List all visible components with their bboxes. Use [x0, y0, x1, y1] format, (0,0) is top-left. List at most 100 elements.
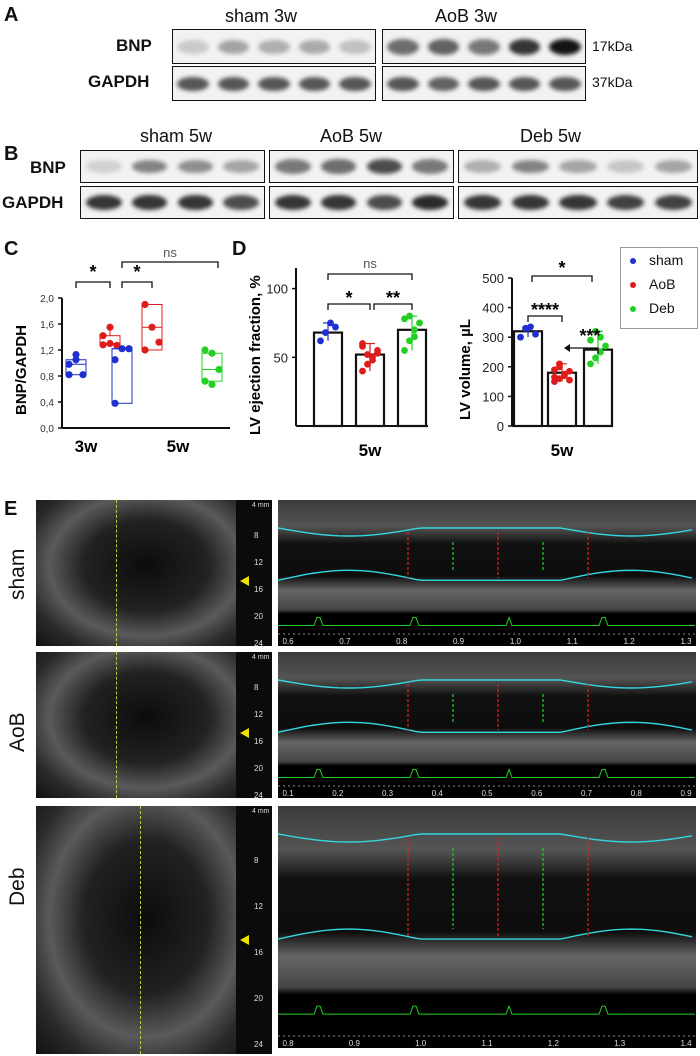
echo-focus-marker-icon [240, 727, 249, 738]
chart-d1: LV ejection fraction, % 50 100 5w * ** ns [247, 256, 428, 460]
blot-band [177, 195, 214, 210]
chart-d1-xlabel: 5w [359, 441, 382, 460]
chart-d2-sig-bracket-4star [527, 315, 563, 322]
chart-d1-point [411, 333, 418, 341]
chart-c-sig-3w: * [89, 262, 96, 282]
chart-d2-point [592, 354, 599, 362]
mmode-lvid-lower-trace [278, 721, 693, 733]
time-axis-tick-label: 0.7 [339, 637, 351, 646]
chart-d2-point [587, 336, 594, 344]
chart-c-point [215, 365, 223, 374]
echo-depth-scale-aob: 4 mm 8 12 16 20 24 [236, 652, 272, 801]
echo-depth-tick-label: 8 [254, 683, 259, 693]
blot-band [339, 39, 371, 54]
chart-d1-point [327, 319, 334, 327]
blot-band [412, 195, 448, 210]
blot-band [258, 76, 290, 91]
blot-b-gapdh-deb [458, 186, 698, 219]
blot-band [366, 159, 403, 174]
blot-band [177, 39, 209, 54]
chart-d2-sig-star: * [558, 258, 565, 278]
blot-band [549, 38, 581, 55]
chart-d2-sig-3star: *** [579, 326, 600, 346]
blot-band [131, 160, 168, 173]
blot-band [320, 159, 357, 174]
blot-a-size-17: 17kDa [592, 38, 633, 54]
chart-d2-point [602, 342, 609, 350]
chart-d1-ytick-label: 100 [266, 282, 288, 297]
blot-band [559, 195, 597, 210]
chart-c-ytick-label: 1,2 [40, 346, 54, 357]
mmode-overlay: 0.8 0.9 1.0 1.1 1.2 1.3 1.4 [278, 833, 696, 1048]
blot-a-bnp-label: BNP [116, 36, 152, 55]
echo-depth-tick-label: 24 [254, 791, 263, 801]
blot-b-group-deb: Deb 5w [520, 126, 582, 146]
blot-a-gapdh-label: GAPDH [88, 72, 150, 91]
chart-d1-point [317, 337, 324, 345]
time-axis-tick-label: 0.7 [581, 789, 593, 798]
blot-b-gapdh-aob [269, 186, 454, 219]
blot-a-group-aob: AoB 3w [435, 6, 498, 26]
mmode-lvid-upper-trace [278, 527, 693, 537]
blot-a-gapdh-sham [172, 66, 376, 101]
chart-c-point [125, 345, 133, 353]
chart-c-point [208, 349, 216, 357]
time-axis-tick-label: 0.9 [453, 637, 465, 646]
panel-label-c: C [4, 238, 19, 260]
chart-d1-point [322, 329, 329, 336]
chart-d2-ytick-label: 500 [482, 271, 504, 286]
chart-d2-point [587, 360, 594, 368]
blot-a-group-sham: sham 3w [225, 6, 298, 26]
chart-c-ytick-label: 2,0 [40, 294, 54, 305]
mmode-trace-deb: 0.8 0.9 1.0 1.1 1.2 1.3 1.4 [278, 806, 696, 1048]
chart-d2-xlabel: 5w [551, 441, 574, 460]
blot-b-gapdh-sham [80, 186, 265, 219]
time-axis-tick-label: 0.8 [282, 1039, 294, 1048]
mmode-lvid-lower-trace [278, 928, 693, 940]
blot-band [223, 195, 259, 210]
chart-d2-sig-bracket-3star [570, 347, 599, 354]
chart-d1-ytick-label: 50 [274, 350, 288, 365]
chart-d2-ytick-label: 300 [482, 330, 504, 345]
echo-depth-tick-label: 20 [254, 612, 263, 622]
echo-image-deb [36, 806, 236, 1054]
chart-c-point [141, 346, 149, 354]
mmode-overlay: 0.6 0.7 0.8 0.9 1.0 1.1 1.2 1.3 [278, 527, 696, 646]
chart-c-point [65, 360, 73, 368]
blot-band [508, 76, 541, 91]
chart-d1-point [332, 323, 339, 331]
chart-d1-point [374, 349, 381, 357]
chart-d1-sig-ns: ns [363, 256, 377, 271]
chart-d2-ytick-label: 400 [482, 301, 504, 316]
blot-b-group-sham: sham 5w [140, 126, 213, 146]
chart-d2-point [566, 376, 573, 384]
chart-c-ytick-label: 0,0 [40, 424, 54, 435]
chart-d2-point [556, 360, 563, 368]
chart-d2-ytick-label: 200 [482, 360, 504, 375]
blot-band [217, 39, 250, 54]
blot-band [339, 76, 371, 91]
echo-depth-tick-label: 16 [254, 737, 263, 747]
echo-cursor-line [116, 652, 117, 798]
chart-c-point [111, 399, 119, 407]
echo-depth-tick-label: 8 [254, 531, 259, 541]
time-axis-tick-label: 1.3 [680, 637, 692, 646]
blot-band [654, 160, 692, 173]
mmode-lvid-upper-trace [278, 679, 693, 689]
echo-row-label-deb: Deb [6, 867, 29, 906]
panel-label-a: A [4, 4, 19, 26]
chart-d1-point [416, 319, 423, 327]
time-axis-tick-label: 0.4 [432, 789, 444, 798]
chart-d2-sig-4star: **** [531, 300, 559, 320]
chart-d1-point [369, 356, 376, 364]
blot-band [412, 159, 448, 174]
echo-cursor-line [140, 806, 141, 1054]
echo-depth-tick-label: 12 [254, 901, 263, 911]
legend: sham AoB Deb [620, 247, 698, 329]
chart-c-sig-bracket-5w-ns [121, 261, 219, 268]
blot-band [366, 195, 403, 210]
blot-band [86, 160, 122, 173]
chart-c-point [99, 332, 107, 340]
blot-band [387, 38, 419, 55]
